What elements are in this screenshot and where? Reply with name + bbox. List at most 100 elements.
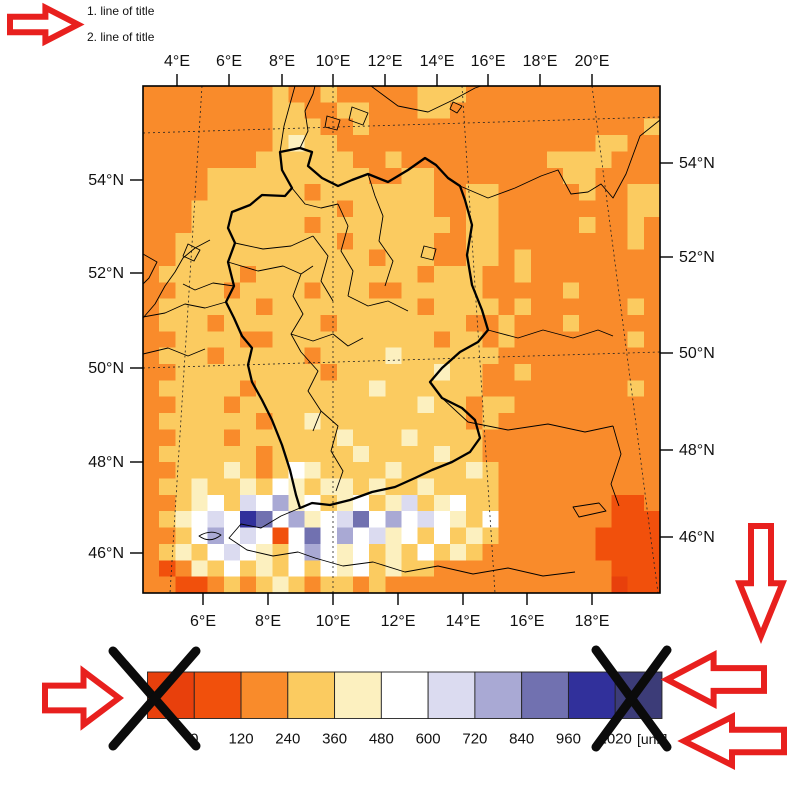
- data-cell: [627, 167, 645, 185]
- data-cell: [304, 511, 322, 529]
- data-cell: [353, 543, 370, 561]
- data-cell: [239, 576, 257, 594]
- tick-label-left: 48°N: [88, 454, 124, 471]
- tick-label-bottom: 6°E: [190, 613, 216, 630]
- data-cell: [369, 118, 386, 136]
- data-cell: [482, 216, 499, 234]
- data-cell: [175, 462, 192, 480]
- data-cell: [546, 347, 564, 365]
- data-cell: [417, 102, 435, 120]
- data-cell: [320, 216, 338, 234]
- data-cell: [239, 347, 257, 365]
- data-cell: [256, 380, 273, 398]
- map-frame: [142, 85, 661, 594]
- data-cell: [595, 527, 613, 545]
- data-cell: [191, 102, 209, 120]
- data-cell: [563, 233, 580, 251]
- data-cell: [191, 331, 209, 349]
- data-cell: [353, 364, 370, 381]
- data-cell: [498, 445, 516, 463]
- data-cell: [498, 151, 516, 169]
- data-cell: [175, 478, 192, 496]
- data-cell: [272, 86, 289, 103]
- data-cell: [401, 396, 419, 414]
- data-cell: [304, 200, 322, 218]
- data-cell: [336, 576, 354, 594]
- data-cell: [385, 151, 402, 169]
- data-cell: [611, 298, 629, 316]
- data-cell: [466, 347, 483, 365]
- data-cell: [643, 576, 661, 594]
- data-cell: [304, 396, 322, 414]
- data-cell: [514, 511, 532, 529]
- data-cell: [369, 314, 386, 332]
- data-cell: [369, 331, 386, 349]
- data-cell: [595, 462, 613, 480]
- data-cell: [304, 167, 322, 185]
- data-cell: [482, 167, 499, 185]
- data-cell: [256, 527, 273, 545]
- tick-label-bottom: 14°E: [446, 613, 481, 630]
- data-cell: [159, 429, 176, 447]
- data-cell: [530, 413, 548, 430]
- data-cell: [530, 494, 548, 512]
- data-cell: [353, 135, 370, 152]
- data-cell: [449, 429, 467, 447]
- data-cell: [546, 200, 564, 218]
- arrow-unit-icon: [677, 712, 787, 770]
- data-cell: [530, 511, 548, 529]
- data-cell: [611, 102, 629, 120]
- data-cell: [546, 560, 564, 578]
- data-cell: [369, 364, 386, 381]
- data-cell: [272, 118, 289, 136]
- data-cell: [256, 576, 273, 594]
- data-cell: [239, 560, 257, 578]
- data-cell: [272, 102, 289, 120]
- data-cell: [579, 184, 596, 201]
- data-cell: [320, 380, 338, 398]
- data-cell: [207, 331, 225, 349]
- data-cell: [401, 86, 419, 103]
- data-cell: [449, 413, 467, 430]
- data-cell: [239, 380, 257, 398]
- data-cell: [611, 462, 629, 480]
- data-cell: [223, 118, 241, 136]
- data-cell: [256, 200, 273, 218]
- data-cell: [223, 445, 241, 463]
- data-cell: [546, 511, 564, 529]
- data-cell: [611, 118, 629, 136]
- data-cell: [175, 184, 192, 201]
- data-cell: [143, 167, 160, 185]
- data-cell: [514, 282, 532, 300]
- data-cell: [466, 560, 483, 578]
- data-cell: [320, 331, 338, 349]
- data-cell: [304, 462, 322, 480]
- data-cell: [320, 576, 338, 594]
- data-cell: [449, 184, 467, 201]
- data-cell: [223, 396, 241, 414]
- data-cell: [530, 298, 548, 316]
- data-cell: [336, 462, 354, 480]
- data-cell: [353, 478, 370, 496]
- data-cell: [514, 576, 532, 594]
- data-cell: [449, 478, 467, 496]
- data-cell: [401, 511, 419, 529]
- data-cell: [514, 331, 532, 349]
- data-cell: [159, 462, 176, 480]
- data-cell: [530, 429, 548, 447]
- data-cell: [433, 413, 451, 430]
- data-cell: [223, 543, 241, 561]
- data-cell: [239, 298, 257, 316]
- data-cell: [385, 216, 402, 234]
- tick-label-top: 14°E: [420, 53, 455, 70]
- data-cell: [256, 233, 273, 251]
- data-cell: [627, 527, 645, 545]
- data-cell: [466, 249, 483, 267]
- data-cell: [546, 102, 564, 120]
- data-cell: [627, 576, 645, 594]
- tick-label-right: 50°N: [679, 345, 715, 362]
- data-cell: [514, 462, 532, 480]
- data-cell: [191, 216, 209, 234]
- data-cell: [256, 282, 273, 300]
- data-cell: [336, 118, 354, 136]
